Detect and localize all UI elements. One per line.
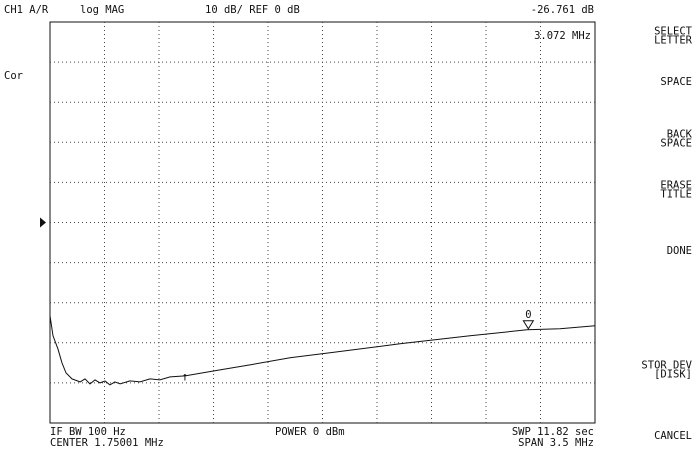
channel: CH1 A/R [4,4,49,16]
softkey-label[interactable]: [DISK] [654,369,692,381]
softkey-label[interactable]: BACK [667,129,693,141]
softkey-label[interactable]: SPACE [660,138,692,150]
marker-label: 0 [525,309,531,321]
power: POWER 0 dBm [275,426,345,438]
softkey-label[interactable]: LETTER [654,35,693,47]
format: log MAG [80,4,124,16]
marker-triangle [522,320,535,330]
softkey-label[interactable]: SELECT [654,26,693,38]
softkey-label[interactable]: CANCEL [654,430,692,442]
softkey-label[interactable]: DONE [667,245,692,257]
softkey-label[interactable]: SPACE [660,76,692,88]
marker-value: -26.761 dB [531,4,594,16]
softkey-label[interactable]: STOR DEV [641,360,692,372]
if-bw: IF BW 100 Hz [50,426,126,438]
marker-frequency: 3.072 MHz [534,30,591,42]
softkey-label[interactable]: TITLE [660,189,692,201]
scale: 10 dB/ REF 0 dB [205,4,300,16]
span: SPAN 3.5 MHz [518,437,594,449]
trace [49,315,596,386]
center: CENTER 1.75001 MHz [50,437,164,449]
status: Cor [4,70,23,82]
stimulus-arrow: ↑ [181,370,188,384]
sweep: SWP 11.82 sec [512,426,594,438]
reference-marker [40,217,46,228]
softkey-label[interactable]: ERASE [660,180,692,192]
